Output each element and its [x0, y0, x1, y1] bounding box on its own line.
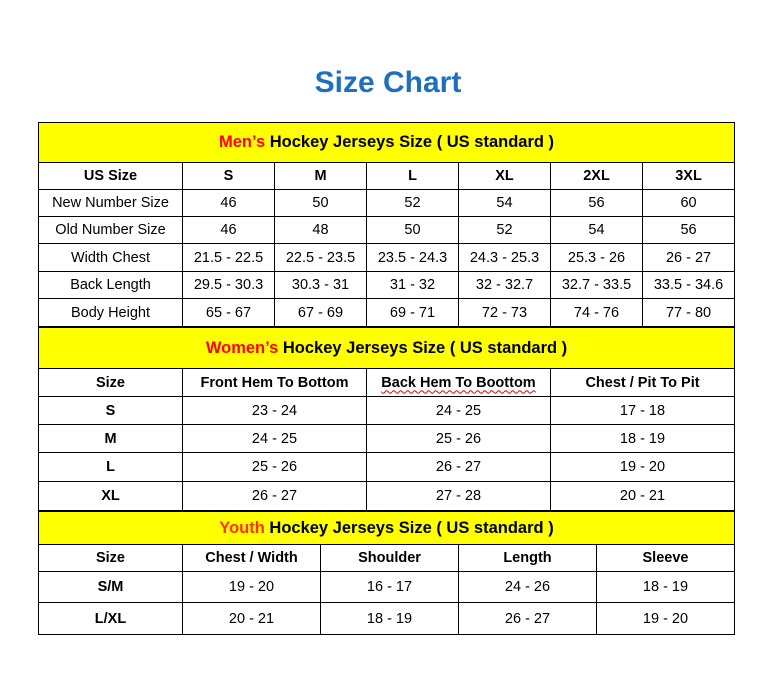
- table-row: New Number Size 46 50 52 54 56 60: [38, 189, 736, 217]
- table-cell: 54: [550, 216, 643, 244]
- table-cell: 30.3 - 31: [274, 271, 367, 299]
- table-cell: 23 - 24: [182, 396, 367, 425]
- youth-size-table: Youth Hockey Jerseys Size ( US standard …: [37, 511, 736, 635]
- table-cell: 18 - 19: [320, 602, 459, 635]
- table-cell: 25.3 - 26: [550, 243, 643, 272]
- size-chart: Men’s Hockey Jerseys Size ( US standard …: [37, 122, 736, 635]
- page-title: Size Chart: [314, 66, 462, 99]
- table-row: Old Number Size 46 48 50 52 54 56: [38, 216, 736, 244]
- table-cell: 77 - 80: [641, 298, 736, 327]
- table-cell: 17 - 18: [549, 396, 736, 425]
- table-row: M 24 - 25 25 - 26 18 - 19: [38, 424, 736, 453]
- column-header: Shoulder: [320, 544, 459, 572]
- table-cell: 50: [366, 216, 459, 244]
- column-header: US Size: [38, 162, 183, 190]
- table-row: XL 26 - 27 27 - 28 20 - 21: [38, 481, 736, 511]
- row-label: M: [38, 424, 183, 453]
- column-header: 2XL: [550, 162, 643, 190]
- table-row: Body Height 65 - 67 67 - 69 69 - 71 72 - 73 7…: [38, 298, 736, 327]
- table-row: S 23 - 24 24 - 25 17 - 18: [38, 396, 736, 425]
- table-cell: 19 - 20: [595, 602, 736, 635]
- table-cell: 74 - 76: [550, 298, 643, 327]
- table-cell: 48: [274, 216, 367, 244]
- table-cell: 54: [458, 189, 551, 217]
- table-cell: 32 - 32.7: [458, 271, 551, 299]
- table-cell: 22.5 - 23.5: [274, 243, 367, 272]
- women-size-table: Women’s Hockey Jerseys Size ( US standar…: [37, 327, 736, 511]
- table-cell: 65 - 67: [182, 298, 275, 327]
- table-cell: 67 - 69: [274, 298, 367, 327]
- column-header: Back Hem To Boottom: [366, 368, 551, 397]
- column-header: XL: [458, 162, 551, 190]
- column-header: L: [366, 162, 459, 190]
- table-cell: 56: [641, 216, 736, 244]
- table-cell: 24 - 25: [182, 424, 367, 453]
- table-cell: 46: [182, 189, 275, 217]
- row-label: L/XL: [38, 602, 183, 635]
- table-cell: 18 - 19: [549, 424, 736, 453]
- table-cell: 72 - 73: [458, 298, 551, 327]
- table-cell: 25 - 26: [366, 424, 551, 453]
- row-label: Back Length: [38, 271, 183, 299]
- table-cell: 46: [182, 216, 275, 244]
- table-cell: 24 - 26: [458, 571, 597, 603]
- table-cell: 19 - 20: [549, 452, 736, 482]
- table-cell: 26 - 27: [182, 481, 367, 511]
- row-label: New Number Size: [38, 189, 183, 217]
- table-row: Back Length 29.5 - 30.3 30.3 - 31 31 - 32 32…: [38, 271, 736, 299]
- table-cell: 56: [550, 189, 643, 217]
- row-label: Body Height: [38, 298, 183, 327]
- table-cell: 18 - 19: [595, 571, 736, 603]
- row-label: S/M: [38, 571, 183, 603]
- table-cell: 26 - 27: [641, 243, 736, 272]
- table-cell: 26 - 27: [366, 452, 551, 482]
- column-header: Size: [38, 368, 183, 397]
- row-label: L: [38, 452, 183, 482]
- column-header: M: [274, 162, 367, 190]
- table-cell: 20 - 21: [182, 602, 321, 635]
- column-header: Length: [458, 544, 597, 572]
- table-cell: 69 - 71: [366, 298, 459, 327]
- column-header: Chest / Pit To Pit: [549, 368, 736, 397]
- table-cell: 60: [641, 189, 736, 217]
- column-header: Chest / Width: [182, 544, 321, 572]
- table-cell: 25 - 26: [182, 452, 367, 482]
- column-header-text: Back Hem To Boottom: [381, 374, 536, 391]
- table-row: L/XL 20 - 21 18 - 19 26 - 27 19 - 20: [38, 602, 736, 635]
- column-header: Sleeve: [595, 544, 736, 572]
- women-heading: Women’s Hockey Jerseys Size ( US standar…: [37, 327, 736, 369]
- column-header: Front Hem To Bottom: [182, 368, 367, 397]
- table-cell: 33.5 - 34.6: [641, 271, 736, 299]
- table-cell: 26 - 27: [458, 602, 597, 635]
- table-cell: 31 - 32: [366, 271, 459, 299]
- table-row: S/M 19 - 20 16 - 17 24 - 26 18 - 19: [38, 571, 736, 603]
- men-heading: Men’s Hockey Jerseys Size ( US standard …: [37, 122, 736, 163]
- table-cell: 19 - 20: [182, 571, 321, 603]
- men-size-table: Men’s Hockey Jerseys Size ( US standard …: [37, 122, 736, 327]
- row-label: S: [38, 396, 183, 425]
- column-header: Size: [38, 544, 183, 572]
- row-label: Width Chest: [38, 243, 183, 272]
- table-cell: 50: [274, 189, 367, 217]
- table-cell: 21.5 - 22.5: [182, 243, 275, 272]
- youth-heading: Youth Hockey Jerseys Size ( US standard …: [37, 511, 736, 545]
- table-cell: 23.5 - 24.3: [366, 243, 459, 272]
- column-header: 3XL: [641, 162, 736, 190]
- table-cell: 27 - 28: [366, 481, 551, 511]
- table-cell: 32.7 - 33.5: [550, 271, 643, 299]
- table-cell: 16 - 17: [320, 571, 459, 603]
- column-header: S: [182, 162, 275, 190]
- table-row: L 25 - 26 26 - 27 19 - 20: [38, 452, 736, 482]
- table-cell: 29.5 - 30.3: [182, 271, 275, 299]
- table-cell: 20 - 21: [549, 481, 736, 511]
- row-label: XL: [38, 481, 183, 511]
- table-cell: 52: [458, 216, 551, 244]
- table-cell: 52: [366, 189, 459, 217]
- row-label: Old Number Size: [38, 216, 183, 244]
- table-row: Width Chest 21.5 - 22.5 22.5 - 23.5 23.5 - …: [38, 243, 736, 272]
- table-cell: 24 - 25: [366, 396, 551, 425]
- table-cell: 24.3 - 25.3: [458, 243, 551, 272]
